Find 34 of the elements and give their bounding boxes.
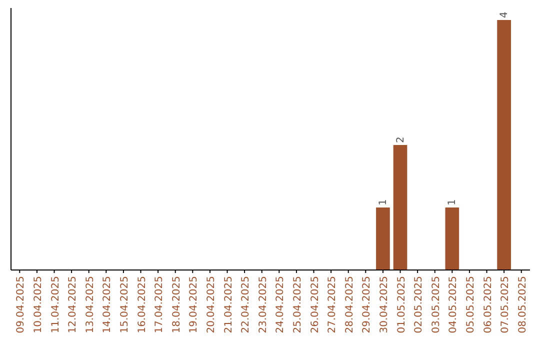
data-label: 1 [447,199,458,206]
x-tick-label: 04.05.2025 [448,276,460,334]
x-tick-label: 02.05.2025 [414,276,425,334]
x-tick-label: 05.05.2025 [465,276,476,334]
x-tick-label: 06.05.2025 [482,276,494,334]
x-tick-label: 18.04.2025 [171,276,182,334]
x-tick-label: 13.04.2025 [84,276,96,334]
x-tick-label: 29.04.2025 [362,276,373,334]
x-tick-label: 25.04.2025 [292,276,304,334]
data-label: 1 [378,199,389,206]
x-tick-label: 09.04.2025 [16,276,27,334]
x-tick-label: 23.04.2025 [258,276,269,334]
x-tick-label: 11.04.2025 [50,276,62,334]
x-tick-label: 15.04.2025 [119,276,130,334]
x-tick-label: 03.05.2025 [430,276,442,334]
x-tick-label: 26.04.2025 [310,276,321,334]
x-tick-label: 28.04.2025 [344,276,356,334]
x-tick-label: 16.04.2025 [136,276,148,334]
x-tick-label: 24.04.2025 [275,276,286,334]
x-tick-label: 21.04.2025 [223,276,234,334]
x-tick-label: 07.05.2025 [500,276,512,334]
x-tick-label: 12.04.2025 [68,276,79,334]
x-tick-label: 19.04.2025 [188,276,200,334]
x-tick-label: 27.04.2025 [327,276,338,334]
x-tick-label: 22.04.2025 [240,276,252,334]
x-tick-label: 08.05.2025 [517,276,528,334]
x-tick-label: 14.04.2025 [102,276,114,334]
x-tick-label: 20.04.2025 [206,276,217,334]
x-tick-label: 30.04.2025 [378,276,390,334]
x-tick-label: 01.05.2025 [396,276,408,334]
data-label: 2 [395,136,406,143]
x-tick-label: 17.04.2025 [154,276,166,334]
data-label: 4 [499,12,510,18]
x-tick-label: 10.04.2025 [32,276,44,334]
